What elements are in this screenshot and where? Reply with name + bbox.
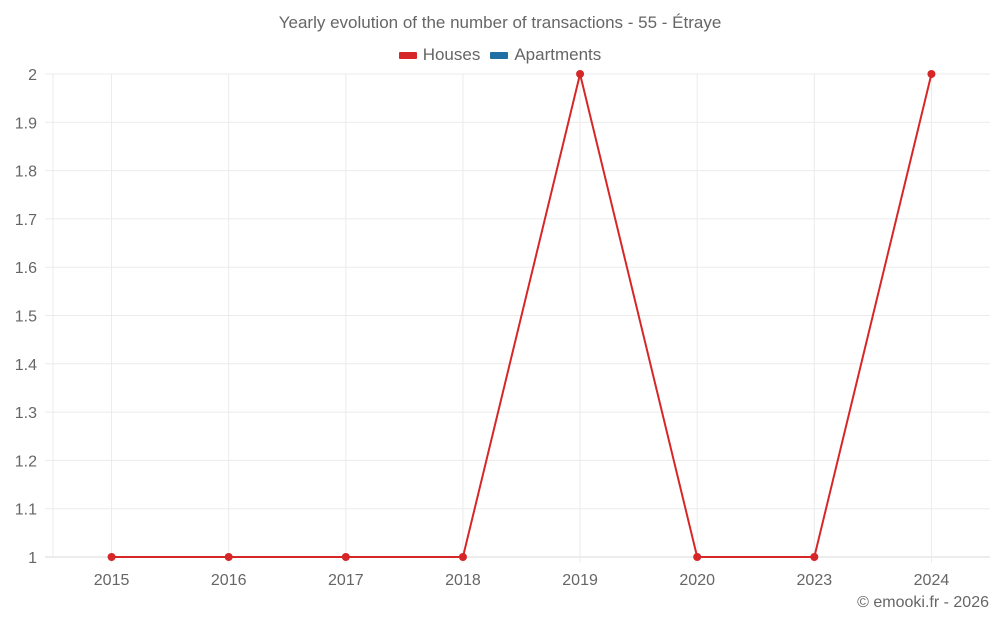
chart-legend: Houses Apartments: [0, 45, 1000, 65]
y-tick-label: 1.7: [15, 212, 37, 229]
apartments-swatch-icon: [490, 51, 509, 59]
x-tick-label: 2024: [914, 572, 950, 589]
data-point: [927, 70, 936, 78]
legend-item-houses[interactable]: Houses: [398, 45, 481, 65]
series-line-houses: [111, 73, 933, 558]
legend-label-houses: Houses: [422, 45, 481, 64]
y-tick-label: 1.1: [15, 502, 37, 519]
y-tick-label: 1.3: [15, 405, 37, 422]
data-point: [458, 553, 467, 561]
data-point: [107, 553, 116, 561]
data-point: [224, 553, 233, 561]
y-tick-label: 1.4: [15, 357, 37, 374]
y-tick-label: 1.9: [15, 115, 37, 132]
x-tick-label: 2017: [328, 572, 364, 589]
x-tick-label: 2023: [797, 572, 833, 589]
data-point: [693, 553, 702, 561]
y-tick-label: 1.8: [15, 164, 37, 181]
data-point: [576, 70, 585, 78]
y-tick-label: 1.2: [15, 453, 37, 470]
x-tick-label: 2015: [94, 572, 130, 589]
chart-title: Yearly evolution of the number of transa…: [278, 13, 722, 32]
y-tick-label: 1: [28, 550, 37, 567]
x-tick-label: 2020: [679, 572, 715, 589]
x-tick-label: 2019: [562, 572, 598, 589]
y-tick-label: 1.6: [15, 260, 37, 277]
y-tick-label: 2: [28, 67, 37, 84]
x-tick-label: 2016: [211, 572, 247, 589]
data-point: [341, 553, 350, 561]
houses-swatch-icon: [398, 51, 417, 59]
legend-item-apartments[interactable]: Apartments: [490, 45, 601, 65]
copyright-footer: © emooki.fr - 2026: [857, 594, 989, 611]
y-tick-label: 1.5: [15, 309, 37, 326]
data-point: [810, 553, 819, 561]
legend-label-apartments: Apartments: [514, 45, 602, 64]
x-tick-label: 2018: [445, 572, 481, 589]
